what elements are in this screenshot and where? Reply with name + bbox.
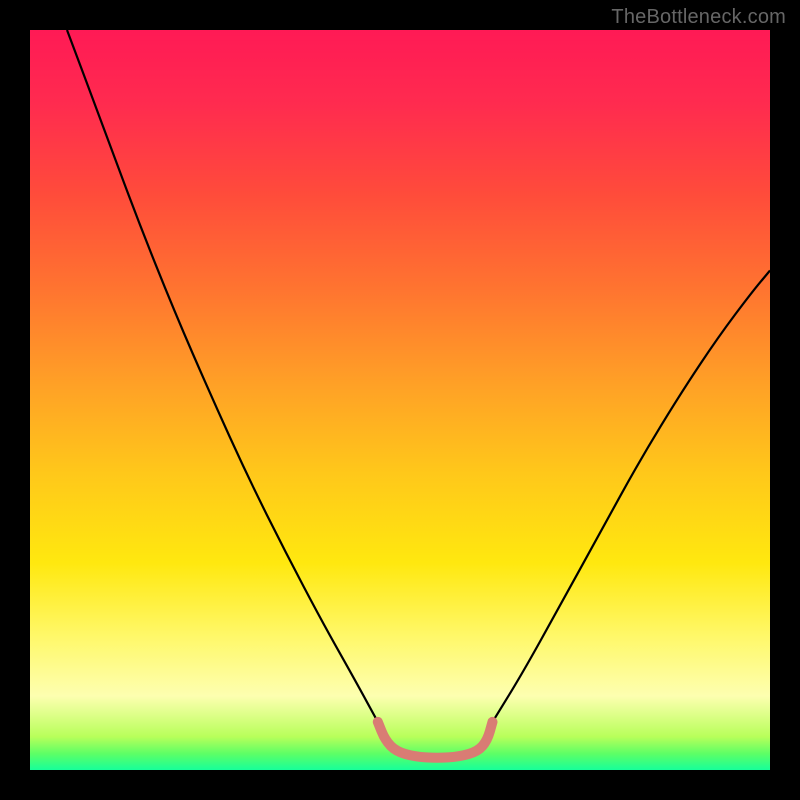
watermark-text: TheBottleneck.com <box>611 6 786 29</box>
curve-right_branch <box>493 271 771 722</box>
curve-left_branch <box>67 30 378 722</box>
chart-svg <box>30 30 770 770</box>
curve-valley_floor <box>378 722 493 758</box>
chart-frame <box>30 30 770 770</box>
